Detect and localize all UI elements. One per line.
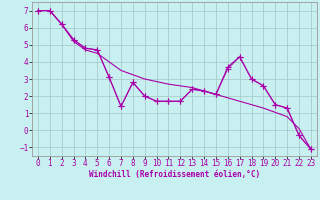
X-axis label: Windchill (Refroidissement éolien,°C): Windchill (Refroidissement éolien,°C) <box>89 170 260 179</box>
